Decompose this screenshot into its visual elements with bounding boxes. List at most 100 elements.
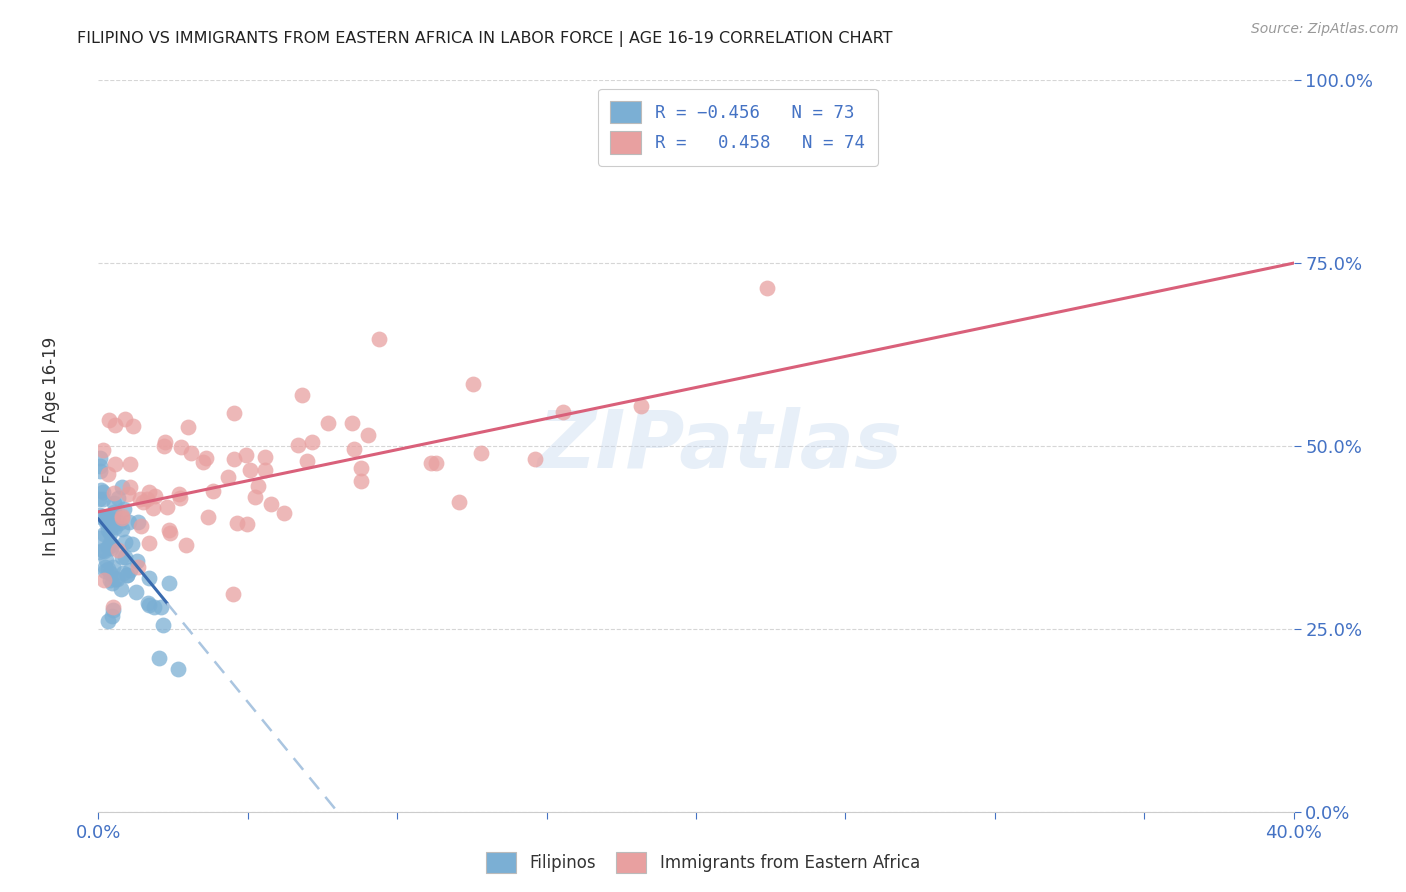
Point xyxy=(142,501,165,516)
Point xyxy=(101,512,124,526)
Point xyxy=(111,522,134,536)
Point xyxy=(159,525,181,540)
Point xyxy=(425,456,447,470)
Point xyxy=(153,439,176,453)
Point xyxy=(247,479,270,493)
Point xyxy=(101,603,124,617)
Point xyxy=(90,509,112,524)
Point xyxy=(138,484,160,499)
Point xyxy=(170,440,193,454)
Point xyxy=(103,505,125,519)
Point xyxy=(463,377,485,392)
Point xyxy=(90,483,112,498)
Point xyxy=(103,517,125,532)
Point xyxy=(89,459,111,474)
Point xyxy=(156,500,179,515)
Point xyxy=(159,523,181,537)
Point xyxy=(94,515,117,529)
Point xyxy=(273,506,295,520)
Point xyxy=(91,442,114,457)
Point xyxy=(222,452,245,467)
Point xyxy=(111,511,134,525)
Point xyxy=(287,438,309,452)
Point xyxy=(756,280,779,294)
Point xyxy=(291,388,314,402)
Point xyxy=(194,450,217,465)
Legend: R = −0.456   N = 73, R =   0.458   N = 74: R = −0.456 N = 73, R = 0.458 N = 74 xyxy=(598,89,877,166)
Point xyxy=(93,544,115,558)
Point xyxy=(245,490,267,504)
Point xyxy=(524,451,547,466)
Point xyxy=(367,332,389,346)
Point xyxy=(551,405,574,419)
Point xyxy=(98,573,121,587)
Point xyxy=(107,491,129,505)
Point xyxy=(114,412,136,426)
Text: ZIPatlas: ZIPatlas xyxy=(537,407,903,485)
Point xyxy=(118,457,141,471)
Point xyxy=(177,420,200,434)
Point xyxy=(152,618,174,632)
Point xyxy=(101,609,124,624)
Point xyxy=(97,562,120,576)
Point xyxy=(89,450,111,465)
Point xyxy=(89,531,111,545)
Point xyxy=(111,509,134,524)
Point xyxy=(104,417,127,432)
Point xyxy=(87,492,110,507)
Point xyxy=(121,537,143,551)
Point xyxy=(94,553,117,567)
Point xyxy=(98,525,121,540)
Point xyxy=(128,492,150,507)
Point xyxy=(318,417,340,431)
Point xyxy=(96,540,118,554)
Point xyxy=(120,563,142,577)
Point xyxy=(117,487,139,501)
Point xyxy=(150,600,173,615)
Text: FILIPINO VS IMMIGRANTS FROM EASTERN AFRICA IN LABOR FORCE | AGE 16-19 CORRELATIO: FILIPINO VS IMMIGRANTS FROM EASTERN AFRI… xyxy=(77,31,893,47)
Point xyxy=(115,567,138,582)
Point xyxy=(100,575,122,590)
Point xyxy=(143,599,166,614)
Point xyxy=(132,495,155,509)
Point xyxy=(87,545,110,559)
Point xyxy=(125,585,148,599)
Point xyxy=(114,535,136,549)
Point xyxy=(239,463,262,477)
Point xyxy=(155,435,177,450)
Point xyxy=(97,467,120,481)
Point xyxy=(101,599,124,614)
Point xyxy=(138,572,160,586)
Point xyxy=(167,662,190,676)
Point xyxy=(108,516,131,530)
Point xyxy=(157,576,180,591)
Point xyxy=(100,541,122,555)
Point xyxy=(103,496,125,510)
Point xyxy=(295,454,318,468)
Point xyxy=(98,511,121,525)
Text: Source: ZipAtlas.com: Source: ZipAtlas.com xyxy=(1251,22,1399,37)
Point xyxy=(148,650,170,665)
Point xyxy=(107,542,129,557)
Point xyxy=(100,566,122,580)
Point xyxy=(101,560,124,574)
Point xyxy=(89,508,111,522)
Point xyxy=(94,510,117,524)
Point xyxy=(225,516,247,530)
Point xyxy=(260,497,283,511)
Point xyxy=(100,514,122,528)
Point xyxy=(254,450,277,465)
Point xyxy=(110,480,132,494)
Point xyxy=(254,463,277,477)
Point xyxy=(180,446,202,460)
Point xyxy=(91,492,114,507)
Point xyxy=(94,560,117,574)
Point xyxy=(104,519,127,533)
Point xyxy=(191,455,214,469)
Point xyxy=(217,470,239,484)
Point xyxy=(97,516,120,530)
Point xyxy=(103,486,125,500)
Text: In Labor Force | Age 16-19: In Labor Force | Age 16-19 xyxy=(42,336,59,556)
Point xyxy=(129,518,152,533)
Point xyxy=(111,550,134,565)
